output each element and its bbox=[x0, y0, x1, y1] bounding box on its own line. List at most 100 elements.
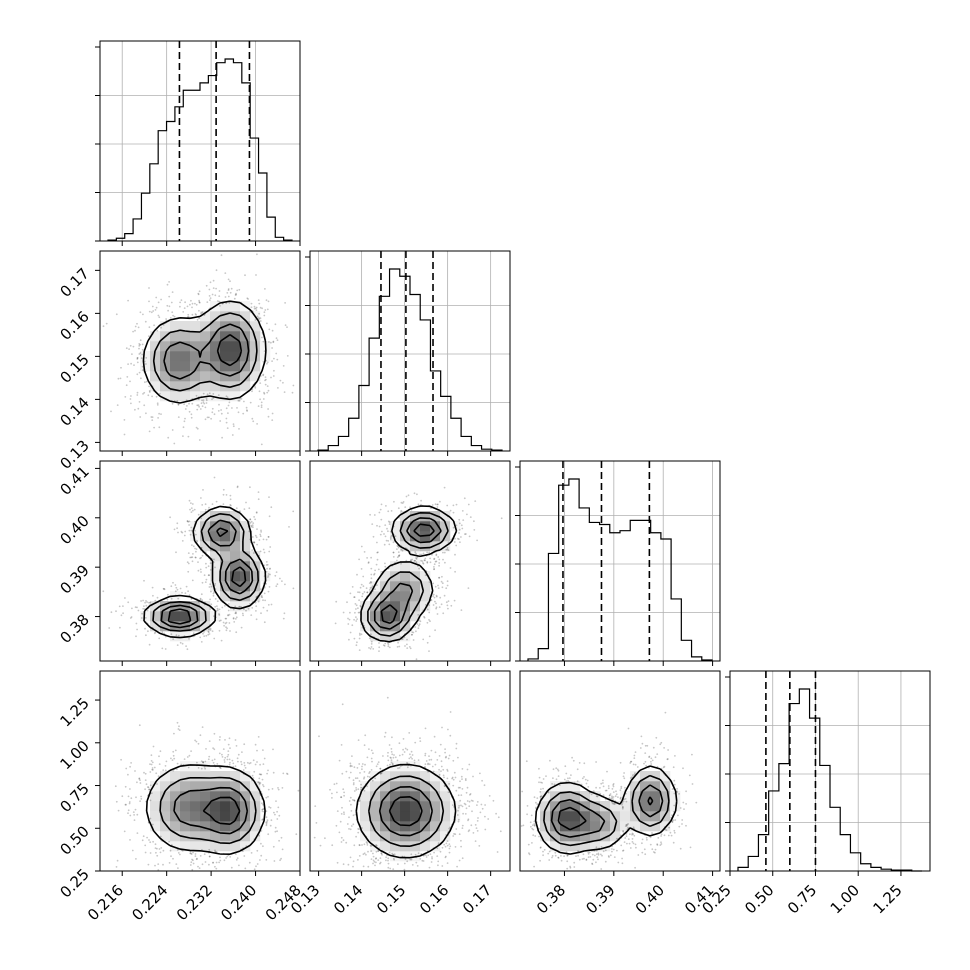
scatter-point bbox=[392, 556, 395, 558]
scatter-point bbox=[370, 757, 373, 760]
scatter-point bbox=[394, 756, 397, 759]
scatter-point bbox=[422, 552, 425, 555]
y-tick-label: 1.25 bbox=[56, 694, 92, 730]
scatter-point bbox=[224, 272, 227, 274]
scatter-point bbox=[176, 768, 178, 771]
scatter-point bbox=[257, 299, 260, 301]
scatter-point bbox=[415, 561, 418, 564]
scatter-point bbox=[247, 298, 250, 300]
scatter-point bbox=[475, 827, 478, 829]
scatter-point bbox=[392, 541, 395, 544]
scatter-point bbox=[129, 839, 131, 841]
scatter-point bbox=[389, 530, 392, 533]
scatter-point bbox=[673, 779, 676, 782]
scatter-point bbox=[414, 853, 417, 856]
scatter-point bbox=[375, 563, 378, 566]
scatter-point bbox=[215, 851, 218, 853]
scatter-point bbox=[631, 833, 633, 836]
density-cell bbox=[390, 841, 401, 852]
scatter-point bbox=[460, 524, 463, 527]
scatter-point bbox=[177, 597, 180, 600]
scatter-point bbox=[576, 768, 579, 771]
scatter-point bbox=[208, 628, 210, 631]
density-cell bbox=[180, 841, 191, 852]
density-cell bbox=[400, 541, 411, 552]
scatter-point bbox=[622, 806, 624, 809]
scatter-point bbox=[348, 618, 351, 621]
scatter-point bbox=[345, 770, 348, 773]
scatter-point bbox=[198, 317, 201, 320]
scatter-point bbox=[130, 402, 132, 405]
scatter-point bbox=[184, 530, 187, 533]
scatter-point bbox=[262, 340, 265, 343]
scatter-point bbox=[431, 504, 434, 506]
scatter-point bbox=[403, 868, 406, 871]
scatter-point bbox=[361, 765, 363, 768]
scatter-point bbox=[371, 760, 373, 763]
scatter-point bbox=[557, 775, 560, 777]
scatter-point bbox=[612, 791, 615, 793]
scatter-point bbox=[213, 748, 216, 751]
scatter-point bbox=[204, 861, 207, 863]
density-cell bbox=[150, 821, 161, 832]
scatter-point bbox=[672, 841, 675, 844]
scatter-point bbox=[366, 591, 369, 594]
density-cell bbox=[200, 791, 211, 802]
scatter-point bbox=[265, 796, 268, 799]
scatter-point bbox=[635, 846, 637, 849]
scatter-point bbox=[641, 842, 643, 845]
scatter-point bbox=[232, 617, 235, 620]
scatter-point bbox=[432, 604, 435, 606]
scatter-point bbox=[411, 558, 413, 561]
density-cell bbox=[550, 841, 561, 852]
scatter-point bbox=[404, 858, 407, 861]
scatter-point bbox=[353, 799, 356, 802]
scatter-point bbox=[659, 743, 662, 746]
density-cell bbox=[210, 551, 221, 562]
contour-line bbox=[550, 784, 664, 838]
scatter-point bbox=[406, 762, 408, 764]
scatter-point bbox=[351, 755, 353, 757]
scatter-point bbox=[243, 400, 245, 403]
density-cell bbox=[420, 541, 431, 552]
density-cell bbox=[670, 801, 681, 812]
scatter-point bbox=[201, 581, 204, 584]
scatter-point bbox=[566, 860, 569, 863]
density-cell bbox=[160, 601, 171, 612]
scatter-point bbox=[122, 605, 124, 607]
scatter-point bbox=[353, 844, 356, 847]
scatter-point bbox=[181, 540, 184, 542]
scatter-point bbox=[540, 788, 542, 790]
scatter-point bbox=[670, 834, 673, 837]
scatter-point bbox=[451, 777, 453, 780]
scatter-point bbox=[128, 801, 131, 803]
scatter-point bbox=[259, 320, 262, 322]
density-cell bbox=[210, 331, 221, 342]
scatter-point bbox=[197, 404, 200, 407]
scatter-point bbox=[145, 783, 148, 786]
scatter-point bbox=[678, 793, 680, 795]
scatter-point bbox=[387, 520, 390, 523]
scatter-point bbox=[257, 781, 260, 784]
scatter-point bbox=[153, 324, 156, 327]
scatter-point bbox=[366, 842, 369, 845]
scatter-point bbox=[425, 760, 428, 762]
scatter-point bbox=[256, 749, 258, 752]
scatter-point bbox=[406, 638, 408, 641]
hist-panel-3 bbox=[725, 670, 931, 872]
density-cell bbox=[170, 831, 181, 842]
scatter-point bbox=[417, 627, 420, 630]
scatter-point bbox=[236, 486, 239, 489]
scatter-point bbox=[196, 761, 198, 764]
scatter-point bbox=[398, 767, 401, 769]
scatter-point bbox=[476, 804, 478, 806]
axes-frame bbox=[99, 40, 301, 242]
scatter-point bbox=[190, 852, 192, 855]
scatter-point bbox=[532, 828, 535, 831]
density-cell bbox=[200, 311, 211, 322]
scatter-point bbox=[197, 293, 200, 296]
scatter-point bbox=[262, 374, 264, 377]
x-tick-label: 0.15 bbox=[373, 881, 409, 917]
scatter-point bbox=[340, 836, 343, 839]
scatter-point bbox=[362, 865, 365, 868]
